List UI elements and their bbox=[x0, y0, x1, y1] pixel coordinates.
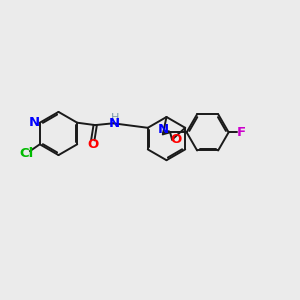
Text: Cl: Cl bbox=[20, 147, 34, 160]
Text: N: N bbox=[29, 116, 40, 129]
Text: O: O bbox=[87, 138, 98, 151]
Text: O: O bbox=[171, 133, 182, 146]
Text: N: N bbox=[158, 123, 169, 136]
Text: N: N bbox=[109, 117, 120, 130]
Text: F: F bbox=[237, 126, 246, 139]
Text: H: H bbox=[110, 113, 119, 123]
